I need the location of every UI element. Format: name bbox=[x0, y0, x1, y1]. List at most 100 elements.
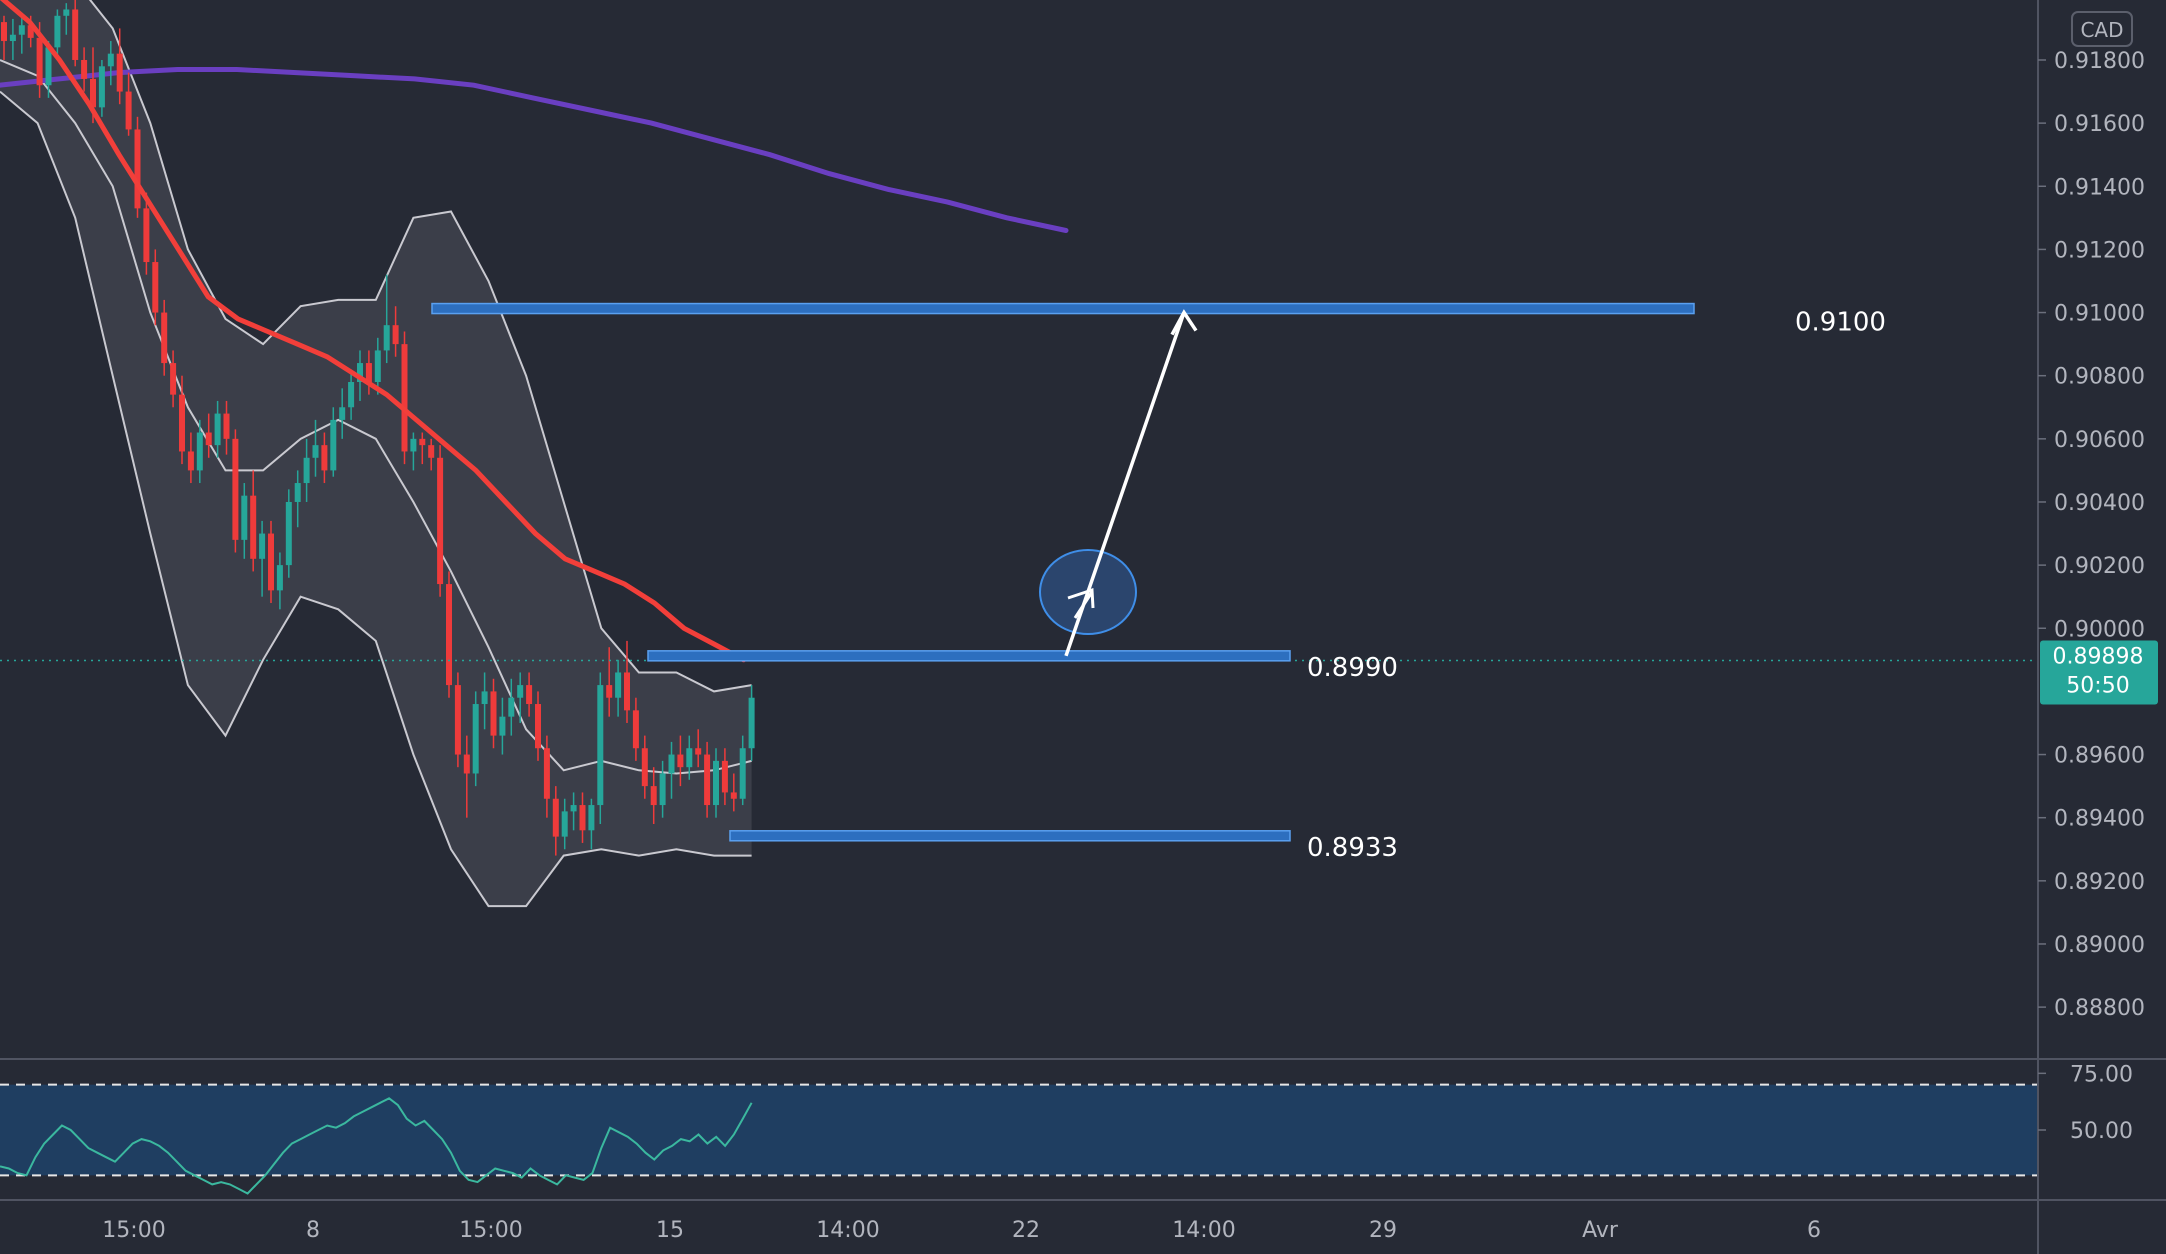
price-tick-label: 0.89200 bbox=[2054, 870, 2145, 895]
price-tick-label: 0.91800 bbox=[2054, 49, 2145, 74]
candle-body bbox=[18, 25, 25, 35]
candle-body bbox=[205, 432, 212, 446]
price-axis: 0.91800 0.91600 0.91400 0.91200 0.91000 0.908… bbox=[2038, 49, 2145, 1021]
candle-body bbox=[517, 685, 524, 698]
level-band bbox=[431, 302, 1695, 315]
candle-body bbox=[659, 773, 666, 806]
candle-body bbox=[713, 760, 719, 806]
candle-body bbox=[223, 413, 230, 439]
candle-body bbox=[152, 262, 159, 313]
oscillator-tick-label: 50.00 bbox=[2070, 1119, 2133, 1144]
projection-arrow bbox=[1064, 311, 1186, 657]
candle-body bbox=[543, 748, 550, 799]
candlesticks bbox=[1, 0, 755, 856]
level-label: 0.8990 bbox=[1307, 653, 1398, 683]
time-label: 15 bbox=[656, 1218, 684, 1243]
candle-body bbox=[419, 438, 426, 446]
bollinger-lower-line bbox=[0, 90, 752, 908]
candle-body bbox=[570, 805, 577, 812]
bollinger-band-fill bbox=[0, 0, 752, 907]
candle-body bbox=[472, 704, 479, 774]
candle-body bbox=[27, 25, 34, 38]
candle-body bbox=[597, 685, 604, 806]
candle-body bbox=[561, 811, 568, 837]
price-tick-label: 0.91600 bbox=[2054, 112, 2145, 137]
candle-body bbox=[107, 53, 114, 67]
level-label: 0.8933 bbox=[1307, 833, 1398, 863]
candle-body bbox=[588, 805, 595, 831]
oscillator-axis: 75.00 50.00 bbox=[2038, 1062, 2133, 1144]
candle-body bbox=[739, 748, 746, 799]
current-price-tag: 0.89898 50:50 bbox=[2040, 640, 2158, 705]
candle-body bbox=[285, 501, 292, 566]
bar-countdown: 50:50 bbox=[2066, 673, 2129, 698]
candle-body bbox=[499, 716, 506, 736]
candle-body bbox=[428, 445, 435, 458]
time-label: Avr bbox=[1582, 1218, 1619, 1243]
candle-body bbox=[98, 66, 105, 108]
candle-body bbox=[294, 483, 301, 502]
candle-body bbox=[401, 344, 408, 452]
candle-body bbox=[179, 394, 185, 452]
ema-fast-line bbox=[0, 0, 747, 663]
oscillator-tick-label: 75.00 bbox=[2070, 1062, 2133, 1087]
candle-body bbox=[526, 685, 533, 705]
time-label: 29 bbox=[1369, 1218, 1397, 1243]
price-tick-label: 0.90800 bbox=[2054, 365, 2145, 390]
candle-body bbox=[721, 760, 728, 793]
candle-body bbox=[116, 53, 123, 92]
candle-body bbox=[624, 672, 630, 711]
candle-body bbox=[1, 22, 7, 42]
candle-body bbox=[170, 363, 177, 395]
candle-body bbox=[606, 685, 613, 698]
candle-body bbox=[695, 748, 702, 755]
candle-body bbox=[125, 91, 132, 130]
price-tick-label: 0.90400 bbox=[2054, 491, 2145, 516]
time-label: 8 bbox=[306, 1218, 320, 1243]
candle-body bbox=[730, 792, 737, 799]
candle-body bbox=[196, 432, 203, 471]
candle-body bbox=[650, 786, 657, 806]
candle-body bbox=[490, 691, 497, 736]
candle-body bbox=[641, 748, 648, 787]
candle-body bbox=[36, 37, 43, 86]
currency-label: CAD bbox=[2080, 18, 2123, 42]
levels: 0.9100 0.8990 0.8933 bbox=[431, 302, 1886, 863]
candle-body bbox=[143, 208, 150, 263]
candle-body bbox=[187, 451, 194, 471]
candle-body bbox=[276, 565, 283, 591]
candle-body bbox=[348, 382, 355, 408]
candle-body bbox=[383, 325, 390, 351]
candle-body bbox=[45, 47, 52, 86]
price-tick-label: 0.88800 bbox=[2054, 996, 2145, 1021]
candle-body bbox=[63, 9, 70, 16]
time-label: 22 bbox=[1012, 1218, 1040, 1243]
candle-body bbox=[481, 691, 488, 705]
candle-body bbox=[508, 697, 515, 717]
price-tick-label: 0.91200 bbox=[2054, 238, 2145, 263]
bollinger-bands bbox=[0, 0, 752, 908]
candle-body bbox=[241, 495, 248, 540]
candle-body bbox=[463, 754, 470, 774]
candle-body bbox=[232, 438, 239, 540]
candle-body bbox=[312, 445, 319, 458]
price-tick-label: 0.90000 bbox=[2054, 617, 2145, 642]
candle-body bbox=[552, 798, 559, 837]
candle-body bbox=[357, 363, 363, 383]
candle-body bbox=[615, 672, 622, 698]
candle-body bbox=[214, 413, 221, 446]
level-label: 0.9100 bbox=[1795, 308, 1886, 338]
bollinger-middle-line bbox=[0, 59, 752, 775]
candle-body bbox=[535, 704, 541, 749]
time-label: 14:00 bbox=[1172, 1218, 1235, 1243]
currency-badge[interactable]: CAD bbox=[2071, 11, 2133, 47]
projection-arrow-head-icon bbox=[1170, 309, 1198, 336]
ema-slow-line bbox=[0, 67, 1069, 233]
oscillator-line bbox=[0, 1097, 753, 1195]
candle-body bbox=[134, 129, 141, 209]
candle-body bbox=[250, 495, 257, 559]
candle-body bbox=[303, 457, 310, 484]
price-tick-label: 0.89600 bbox=[2054, 744, 2145, 769]
time-axis: 15:00 8 15:00 15 14:00 22 14:00 29 Avr 6 bbox=[102, 1218, 1821, 1243]
